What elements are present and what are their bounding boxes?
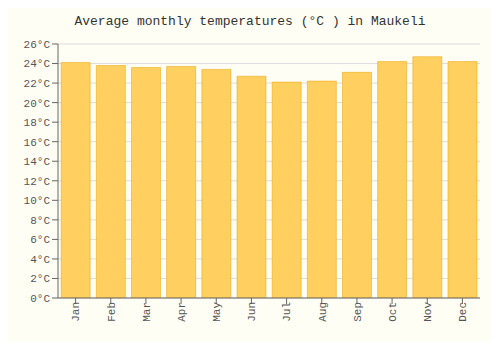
svg-text:Jul: Jul xyxy=(281,302,293,322)
svg-text:22°C: 22°C xyxy=(24,78,51,90)
svg-text:Jun: Jun xyxy=(246,302,258,322)
svg-text:8°C: 8°C xyxy=(30,215,50,227)
svg-text:Aug: Aug xyxy=(317,302,329,322)
svg-text:Jan: Jan xyxy=(70,302,82,322)
svg-text:20°C: 20°C xyxy=(24,98,51,110)
svg-text:26°C: 26°C xyxy=(24,39,51,51)
svg-text:12°C: 12°C xyxy=(24,176,51,188)
svg-text:0°C: 0°C xyxy=(30,293,50,305)
svg-text:May: May xyxy=(211,302,223,322)
svg-text:Sep: Sep xyxy=(352,302,364,322)
html-text:Average monthly temperatures (: Average monthly temperatures (°C ) in Ma… xyxy=(74,14,426,29)
svg-text:Feb: Feb xyxy=(106,302,118,322)
svg-text:16°C: 16°C xyxy=(24,137,51,149)
svg-text:2°C: 2°C xyxy=(30,273,50,285)
svg-text:4°C: 4°C xyxy=(30,254,50,266)
svg-text:6°C: 6°C xyxy=(30,234,50,246)
svg-text:14°C: 14°C xyxy=(24,156,51,168)
svg-text:24°C: 24°C xyxy=(24,58,51,70)
svg-text:10°C: 10°C xyxy=(24,195,51,207)
svg-text:Mar: Mar xyxy=(141,302,153,322)
svg-text:Dec: Dec xyxy=(457,302,469,322)
svg-text:Oct: Oct xyxy=(387,302,399,322)
svg-text:Nov: Nov xyxy=(422,302,434,322)
svg-text:Apr: Apr xyxy=(176,302,188,322)
svg-text:18°C: 18°C xyxy=(24,117,51,129)
